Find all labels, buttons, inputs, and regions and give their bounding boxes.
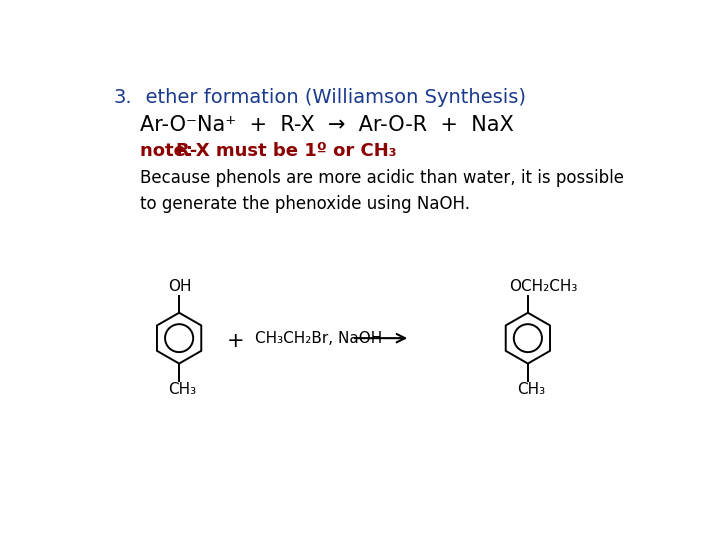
Text: note:: note: [140,142,206,160]
Text: 3.: 3. [113,88,132,107]
Text: CH₃: CH₃ [517,382,545,397]
Text: CH₃: CH₃ [168,382,197,397]
Text: OCH₂CH₃: OCH₂CH₃ [509,279,577,294]
Text: Ar-O⁻Na⁺  +  R-X  →  Ar-O-R  +  NaX: Ar-O⁻Na⁺ + R-X → Ar-O-R + NaX [140,115,514,135]
Text: R-X must be 1º or CH₃: R-X must be 1º or CH₃ [176,142,397,160]
Text: +: + [227,331,245,351]
Text: Because phenols are more acidic than water, it is possible
to generate the pheno: Because phenols are more acidic than wat… [140,168,624,213]
Text: CH₃CH₂Br, NaOH: CH₃CH₂Br, NaOH [255,330,382,346]
Text: ether formation (Williamson Synthesis): ether formation (Williamson Synthesis) [132,88,526,107]
Text: OH: OH [168,279,192,294]
